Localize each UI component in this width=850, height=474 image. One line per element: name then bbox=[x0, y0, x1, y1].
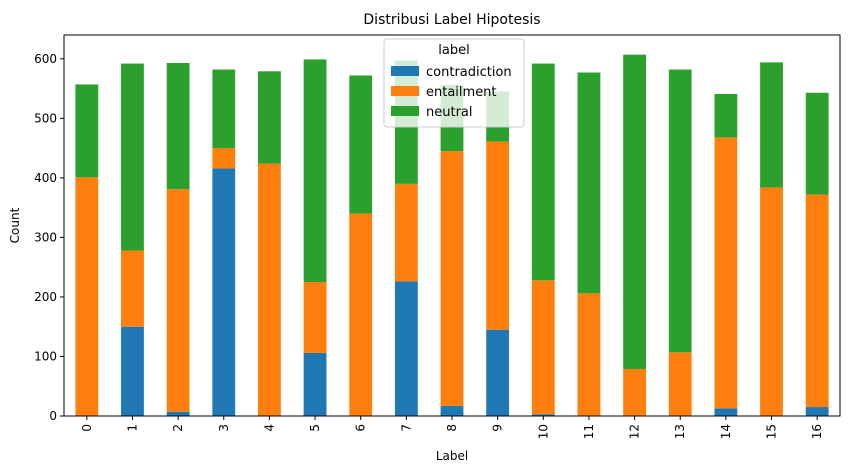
x-tick-label: 9 bbox=[491, 424, 505, 432]
x-tick-label: 10 bbox=[536, 424, 550, 439]
x-axis-title: Label bbox=[436, 449, 468, 463]
y-tick-label: 200 bbox=[34, 290, 57, 304]
bar-entailment-10 bbox=[531, 280, 555, 415]
x-tick-label: 2 bbox=[171, 424, 185, 432]
bar-neutral-2 bbox=[166, 62, 190, 190]
plot-frame bbox=[63, 34, 841, 417]
bar-neutral-14 bbox=[714, 93, 738, 138]
bar-neutral-16 bbox=[805, 92, 829, 195]
bar-neutral-11 bbox=[577, 72, 601, 294]
bar-entailment-14 bbox=[714, 137, 738, 409]
legend-box bbox=[383, 38, 525, 128]
bar-neutral-12 bbox=[623, 54, 646, 369]
bar-neutral-1 bbox=[121, 63, 144, 251]
bar-entailment-16 bbox=[805, 194, 829, 408]
x-tick-label: 11 bbox=[582, 424, 596, 439]
legend-swatch-entailment bbox=[391, 86, 419, 96]
bar-neutral-6 bbox=[349, 75, 373, 214]
bar-contradiction-16 bbox=[805, 407, 829, 416]
bar-neutral-4 bbox=[258, 71, 281, 164]
bar-neutral-0 bbox=[75, 84, 99, 178]
bar-contradiction-8 bbox=[440, 405, 464, 416]
y-tick-label: 300 bbox=[34, 230, 57, 244]
bar-contradiction-7 bbox=[394, 281, 418, 416]
bar-contradiction-14 bbox=[714, 408, 738, 416]
y-axis-title: Count bbox=[8, 207, 22, 243]
chart-title: Distribusi Label Hipotesis bbox=[363, 12, 540, 28]
bar-neutral-5 bbox=[303, 59, 327, 283]
x-tick-label: 0 bbox=[80, 424, 94, 432]
bar-entailment-4 bbox=[258, 163, 281, 416]
bar-entailment-12 bbox=[623, 368, 646, 416]
y-tick-label: 500 bbox=[34, 111, 57, 125]
bar-entailment-11 bbox=[577, 293, 601, 416]
bar-entailment-0 bbox=[75, 177, 99, 416]
bar-entailment-7 bbox=[394, 183, 418, 282]
legend-items: contradiction entailment neutral bbox=[391, 65, 512, 120]
legend: label contradiction entailment neutral bbox=[383, 38, 525, 128]
x-tick-label: 13 bbox=[673, 424, 687, 439]
y-tick-label: 100 bbox=[34, 349, 57, 363]
bar-entailment-5 bbox=[303, 282, 327, 353]
x-tick-label: 5 bbox=[308, 424, 322, 432]
x-tick-label: 8 bbox=[445, 424, 459, 432]
bar-entailment-1 bbox=[121, 250, 144, 327]
x-tick-label: 14 bbox=[719, 424, 733, 439]
x-tick-label: 16 bbox=[810, 424, 824, 439]
legend-label-entailment: entailment bbox=[426, 85, 497, 100]
bar-contradiction-10 bbox=[531, 414, 555, 416]
bar-contradiction-1 bbox=[121, 326, 144, 416]
bar-contradiction-2 bbox=[166, 411, 190, 416]
x-tick-label: 4 bbox=[262, 424, 276, 432]
x-tick-label: 3 bbox=[217, 424, 231, 432]
legend-label-neutral: neutral bbox=[426, 105, 473, 120]
bar-entailment-15 bbox=[760, 187, 783, 416]
x-tick-label: 1 bbox=[125, 424, 139, 432]
legend-title: label bbox=[438, 43, 469, 58]
bar-entailment-2 bbox=[166, 189, 190, 412]
x-tick-label: 7 bbox=[399, 424, 413, 432]
x-axis: 0 1 2 3 4 5 6 7 8 9 10 11 12 13 14 15 16 bbox=[80, 416, 824, 439]
bar-entailment-6 bbox=[349, 213, 373, 416]
y-tick-label: 600 bbox=[34, 52, 57, 66]
y-axis: 0 100 200 300 400 500 600 bbox=[34, 52, 64, 423]
x-tick-label: 12 bbox=[628, 424, 642, 439]
legend-swatch-contradiction bbox=[391, 66, 419, 76]
y-tick-label: 0 bbox=[49, 409, 57, 423]
bar-neutral-15 bbox=[760, 62, 783, 188]
bar-neutral-10 bbox=[531, 63, 555, 281]
bar-entailment-9 bbox=[486, 141, 510, 330]
bar-contradiction-3 bbox=[212, 168, 236, 416]
bar-contradiction-9 bbox=[486, 329, 510, 416]
x-tick-label: 6 bbox=[354, 424, 368, 432]
bar-contradiction-5 bbox=[303, 352, 327, 416]
bar-entailment-3 bbox=[212, 148, 236, 169]
bar-entailment-8 bbox=[440, 151, 464, 406]
legend-swatch-neutral bbox=[391, 106, 419, 116]
y-tick-label: 400 bbox=[34, 171, 57, 185]
bars-layer bbox=[75, 54, 829, 416]
legend-label-contradiction: contradiction bbox=[426, 65, 512, 80]
x-tick-label: 15 bbox=[765, 424, 779, 439]
bar-neutral-13 bbox=[668, 69, 692, 353]
bar-neutral-3 bbox=[212, 69, 236, 149]
bar-entailment-13 bbox=[668, 352, 692, 416]
